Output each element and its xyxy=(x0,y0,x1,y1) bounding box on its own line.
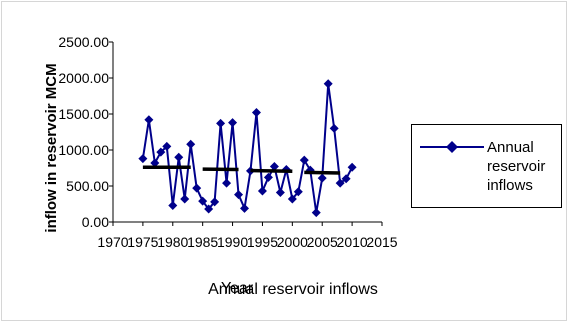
data-point-marker xyxy=(341,174,351,184)
x-tick-label: 2010 xyxy=(337,234,368,250)
data-point-marker xyxy=(240,203,250,213)
y-tick-label: 2500.00 xyxy=(58,34,109,50)
data-point-marker xyxy=(198,196,208,206)
data-point-marker xyxy=(216,118,226,128)
data-point-marker xyxy=(162,141,172,151)
data-marks xyxy=(138,79,357,218)
x-tick-label: 1990 xyxy=(217,234,248,250)
legend-label: Annual reservoir inflows xyxy=(487,139,546,194)
data-point-marker xyxy=(186,139,196,149)
y-tick-label: 2000.00 xyxy=(58,70,109,86)
series-line xyxy=(141,83,353,213)
data-point-marker xyxy=(323,79,333,89)
data-point-marker xyxy=(269,162,279,172)
mean-segment xyxy=(250,168,293,173)
plot-area xyxy=(112,42,382,223)
x-axis-title: Year xyxy=(221,280,254,297)
x-tick-label: 1970 xyxy=(97,234,128,250)
y-tick-label: 500.00 xyxy=(66,178,109,194)
data-point-marker xyxy=(329,123,339,133)
data-point-marker xyxy=(204,204,214,214)
mean-segment xyxy=(304,170,341,175)
data-point-marker xyxy=(311,208,321,218)
x-tick-label: 1975 xyxy=(127,234,158,250)
data-point-marker xyxy=(317,173,327,183)
data-point-marker xyxy=(156,147,166,157)
y-axis-title: inflow in reservoir MCM xyxy=(43,63,60,232)
data-point-marker xyxy=(287,194,297,204)
legend-marker xyxy=(420,141,484,153)
y-axis-ticks: 0.00 500.00 1000.00 1500.00 2000.00 2500.00 xyxy=(58,34,113,230)
data-point-marker xyxy=(168,200,178,210)
data-point-marker xyxy=(228,118,238,128)
x-tick-label: 1985 xyxy=(187,234,218,250)
data-point-marker xyxy=(210,197,220,207)
data-point-marker xyxy=(222,178,232,188)
data-point-marker xyxy=(263,172,273,182)
data-point-marker xyxy=(174,152,184,162)
data-point-marker xyxy=(144,115,154,125)
data-point-marker xyxy=(150,158,160,168)
y-tick-label: 1000.00 xyxy=(58,142,109,158)
x-tick-label: 1995 xyxy=(247,234,278,250)
chart-caption: Annual reservoir inflows xyxy=(208,281,378,298)
data-point-marker xyxy=(234,190,244,200)
data-point-marker xyxy=(293,187,303,197)
x-tick-label: 2005 xyxy=(307,234,338,250)
data-point-marker xyxy=(251,108,261,118)
data-point-marker xyxy=(275,187,285,197)
data-point-marker xyxy=(347,162,357,172)
data-point-marker xyxy=(180,194,190,204)
data-point-marker xyxy=(257,186,267,196)
x-tick-label: 1980 xyxy=(157,234,188,250)
data-point-marker xyxy=(335,178,345,188)
data-point-marker xyxy=(138,154,148,164)
data-point-marker xyxy=(299,155,309,165)
x-tick-label: 2015 xyxy=(366,234,397,250)
data-point-marker xyxy=(192,183,202,193)
y-tick-label: 0.00 xyxy=(82,214,109,230)
y-tick-label: 1500.00 xyxy=(58,106,109,122)
x-tick-label: 2000 xyxy=(277,234,308,250)
legend: Annual reservoir inflows xyxy=(411,124,562,208)
